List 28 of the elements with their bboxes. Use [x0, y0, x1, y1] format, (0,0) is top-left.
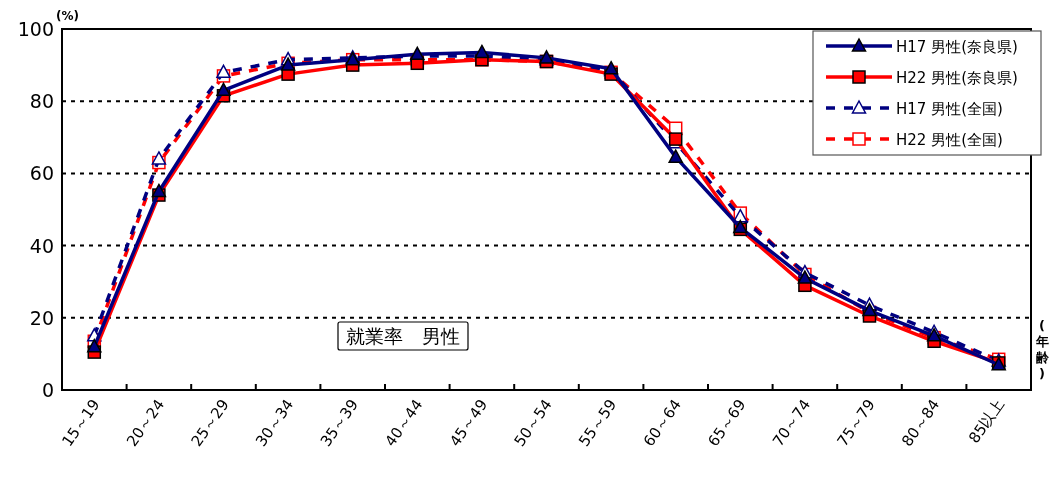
x-tick-label: 80～84 — [898, 395, 944, 450]
y-tick-label: 40 — [29, 234, 54, 257]
x-tick-label: 25～29 — [187, 395, 233, 450]
x-tick-label: 55～59 — [575, 395, 621, 450]
x-tick-label: 15～19 — [58, 395, 104, 450]
legend-label: H22 男性(全国) — [896, 131, 1003, 149]
title: 就業率 男性 — [337, 321, 469, 351]
x-tick-label: 50～54 — [510, 395, 556, 450]
x-tick-label: 35～39 — [316, 395, 362, 450]
legend-label: H22 男性(奈良県) — [896, 69, 1018, 87]
x-tick-label: 60～64 — [639, 395, 685, 450]
y-tick-label: 60 — [29, 162, 54, 185]
x-tick-label: 70～74 — [768, 395, 815, 450]
y-tick-label: 80 — [29, 90, 54, 113]
legend-label: H17 男性(全国) — [896, 100, 1003, 118]
x-tick-label: 40～44 — [381, 395, 427, 450]
x-axis-title: (年齢) — [1034, 318, 1050, 381]
x-tick-label: 85以上 — [965, 395, 1008, 447]
y-tick-label: 0 — [41, 379, 54, 401]
x-tick-label: 65～69 — [704, 395, 750, 450]
x-tick-label: 30～34 — [252, 395, 298, 450]
y-tick-label: 100 — [17, 18, 54, 40]
y-axis-title: (%) — [56, 9, 79, 23]
legend-label: H17 男性(奈良県) — [896, 38, 1018, 56]
x-tick-label: 20～24 — [122, 395, 169, 450]
x-tick-label: 75～79 — [833, 395, 879, 450]
x-tick-label: 45～49 — [445, 395, 492, 450]
y-tick-label: 20 — [29, 306, 54, 329]
